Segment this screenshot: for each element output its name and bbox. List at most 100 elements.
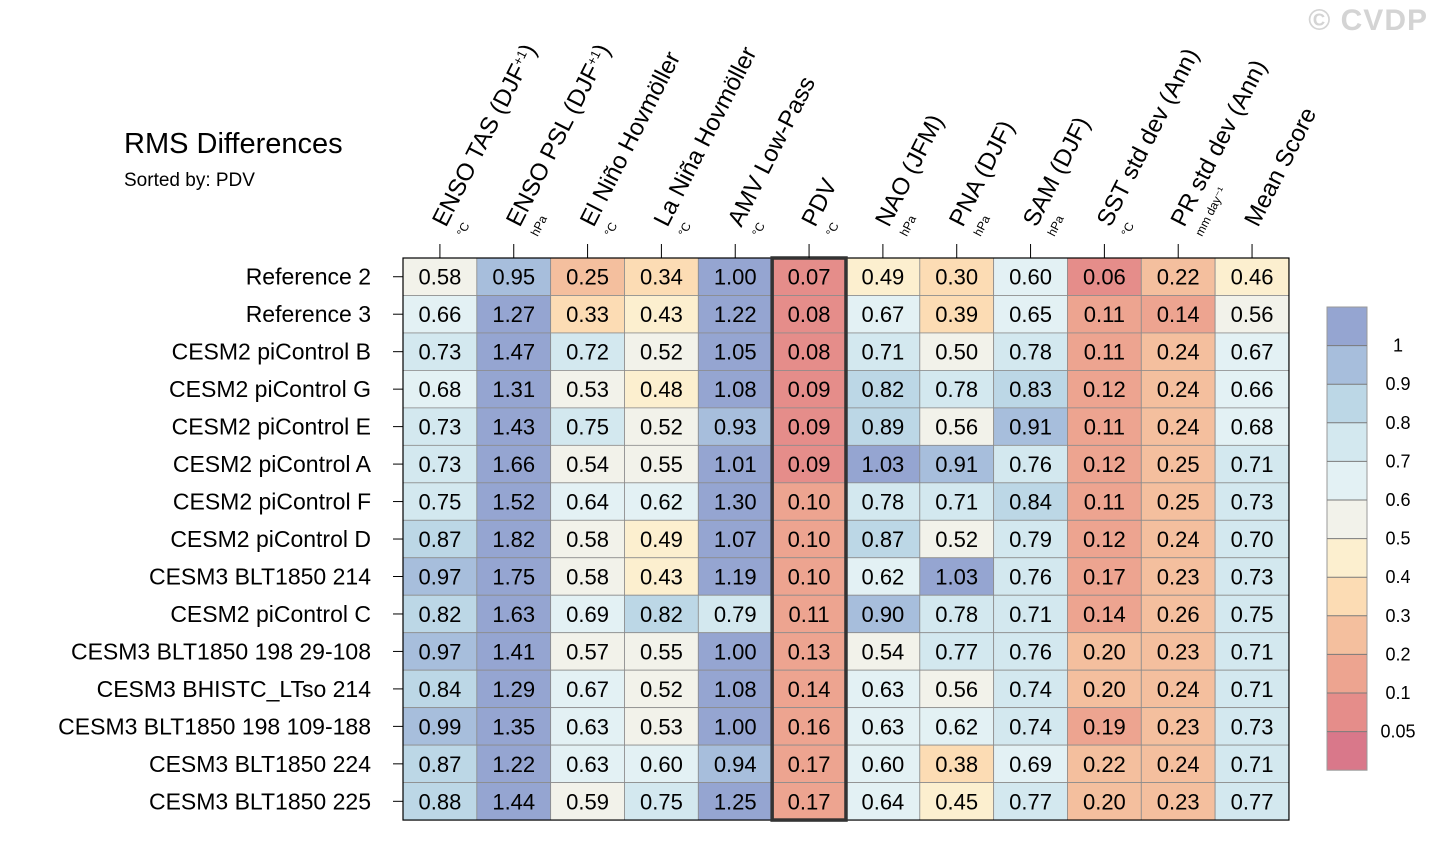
cell-value: 0.22 xyxy=(1083,752,1126,777)
cell-value: 0.64 xyxy=(861,789,904,814)
cell-value: 0.25 xyxy=(1157,490,1200,515)
cell-value: 0.93 xyxy=(714,415,757,440)
cell-value: 0.73 xyxy=(1231,714,1274,739)
cell-value: 0.57 xyxy=(566,639,609,664)
cell-value: 0.56 xyxy=(935,677,978,702)
cell-value: 0.79 xyxy=(1009,527,1052,552)
cell-value: 0.69 xyxy=(566,602,609,627)
cell-value: 0.17 xyxy=(1083,564,1126,589)
heatmap-cell xyxy=(1067,632,1142,671)
colorbar-label: 0.2 xyxy=(1385,644,1410,664)
row-label: CESM3 BHISTC_LTso 214 xyxy=(97,676,372,702)
cell-value: 0.90 xyxy=(861,602,904,627)
cell-value: 0.11 xyxy=(788,602,829,627)
cell-value: 0.20 xyxy=(1083,789,1126,814)
cell-value: 1.00 xyxy=(714,639,757,664)
cell-value: 0.70 xyxy=(1231,527,1274,552)
heatmap-cell xyxy=(1140,557,1216,596)
cell-value: 0.13 xyxy=(788,639,831,664)
heatmap-cell xyxy=(1214,669,1290,709)
heatmap-cell xyxy=(476,370,552,409)
row-label: CESM3 BLT1850 225 xyxy=(149,788,371,814)
cell-value: 0.95 xyxy=(492,265,535,290)
cell-value: 0.62 xyxy=(935,714,978,739)
cell-value: 0.49 xyxy=(861,265,904,290)
heatmap-cell xyxy=(845,707,921,746)
cell-value: 0.20 xyxy=(1083,639,1126,664)
colorbar-label: 0.7 xyxy=(1385,451,1410,471)
heatmap-cell xyxy=(993,332,1068,371)
colorbar-label: 0.6 xyxy=(1385,490,1410,510)
cell-value: 0.58 xyxy=(566,564,609,589)
cell-value: 0.72 xyxy=(566,340,609,365)
cell-value: 0.45 xyxy=(935,789,978,814)
heatmap-cell xyxy=(845,295,921,334)
heatmap-cell xyxy=(697,782,773,821)
cell-value: 0.84 xyxy=(419,677,462,702)
column-unit: °C xyxy=(602,220,621,239)
cell-value: 0.17 xyxy=(788,752,831,777)
heatmap-cell xyxy=(993,782,1068,821)
cell-value: 0.43 xyxy=(640,302,683,327)
colorbar-label: 0.8 xyxy=(1385,413,1410,433)
heatmap-cell xyxy=(1140,295,1216,334)
cell-value: 0.94 xyxy=(714,752,757,777)
colorbar-bin xyxy=(1327,693,1367,732)
cell-value: 0.71 xyxy=(1231,452,1274,477)
cell-value: 0.56 xyxy=(935,415,978,440)
cell-value: 0.09 xyxy=(788,377,831,402)
cell-value: 0.10 xyxy=(788,564,831,589)
heatmap-cell xyxy=(919,632,995,671)
heatmap-cell xyxy=(1067,332,1142,371)
svg-text:Mean Score: Mean Score xyxy=(1239,103,1322,231)
row-label: CESM2 piControl C xyxy=(170,601,371,627)
column-label: ENSO TAS (DJF+1)°C xyxy=(427,40,542,239)
cell-value: 0.67 xyxy=(566,677,609,702)
cell-value: 0.46 xyxy=(1231,265,1274,290)
svg-text:PDV: PDV xyxy=(796,174,842,230)
cell-value: 0.84 xyxy=(1009,490,1052,515)
heatmap-cell xyxy=(1140,669,1216,709)
cell-value: 0.16 xyxy=(788,714,831,739)
chart-title: RMS Differences xyxy=(124,128,343,160)
cell-value: 1.30 xyxy=(714,490,757,515)
cell-value: 0.52 xyxy=(640,415,683,440)
heatmap-cell xyxy=(697,444,773,484)
heatmap-cell xyxy=(476,707,552,746)
cell-value: 0.67 xyxy=(861,302,904,327)
row-label: CESM3 BLT1850 224 xyxy=(149,751,371,777)
cell-value: 0.53 xyxy=(566,377,609,402)
cell-value: 0.48 xyxy=(640,377,683,402)
colorbar-label: 0.05 xyxy=(1380,722,1415,742)
cell-value: 1.01 xyxy=(714,452,757,477)
heatmap-cell xyxy=(919,519,995,559)
heatmap-cell xyxy=(550,557,625,596)
cell-value: 0.89 xyxy=(861,415,904,440)
cell-value: 0.87 xyxy=(419,527,462,552)
heatmap-cell xyxy=(697,519,773,559)
cell-value: 0.62 xyxy=(640,490,683,515)
heatmap-cell xyxy=(550,782,625,821)
svg-text:NAO (JFM): NAO (JFM) xyxy=(870,110,949,230)
cell-value: 1.27 xyxy=(492,302,535,327)
column-label: Mean Score xyxy=(1239,103,1322,231)
cell-value: 0.71 xyxy=(1231,639,1274,664)
cell-value: 0.10 xyxy=(788,490,831,515)
cell-value: 0.23 xyxy=(1157,714,1200,739)
cell-value: 0.78 xyxy=(935,602,978,627)
cell-value: 1.35 xyxy=(492,714,535,739)
cell-value: 0.12 xyxy=(1083,452,1126,477)
row-label: Reference 2 xyxy=(246,264,371,290)
cell-value: 0.77 xyxy=(1009,789,1052,814)
chart-subtitle: Sorted by: PDV xyxy=(124,170,255,191)
cell-value: 0.65 xyxy=(1009,302,1052,327)
cell-value: 0.06 xyxy=(1083,265,1126,290)
heatmap-cell xyxy=(697,295,773,334)
cell-value: 0.22 xyxy=(1157,265,1200,290)
cell-value: 0.60 xyxy=(861,752,904,777)
heatmap-cell xyxy=(771,632,847,671)
cell-value: 0.78 xyxy=(861,490,904,515)
cell-value: 0.53 xyxy=(640,714,683,739)
cell-value: 0.49 xyxy=(640,527,683,552)
cell-value: 1.44 xyxy=(492,789,535,814)
